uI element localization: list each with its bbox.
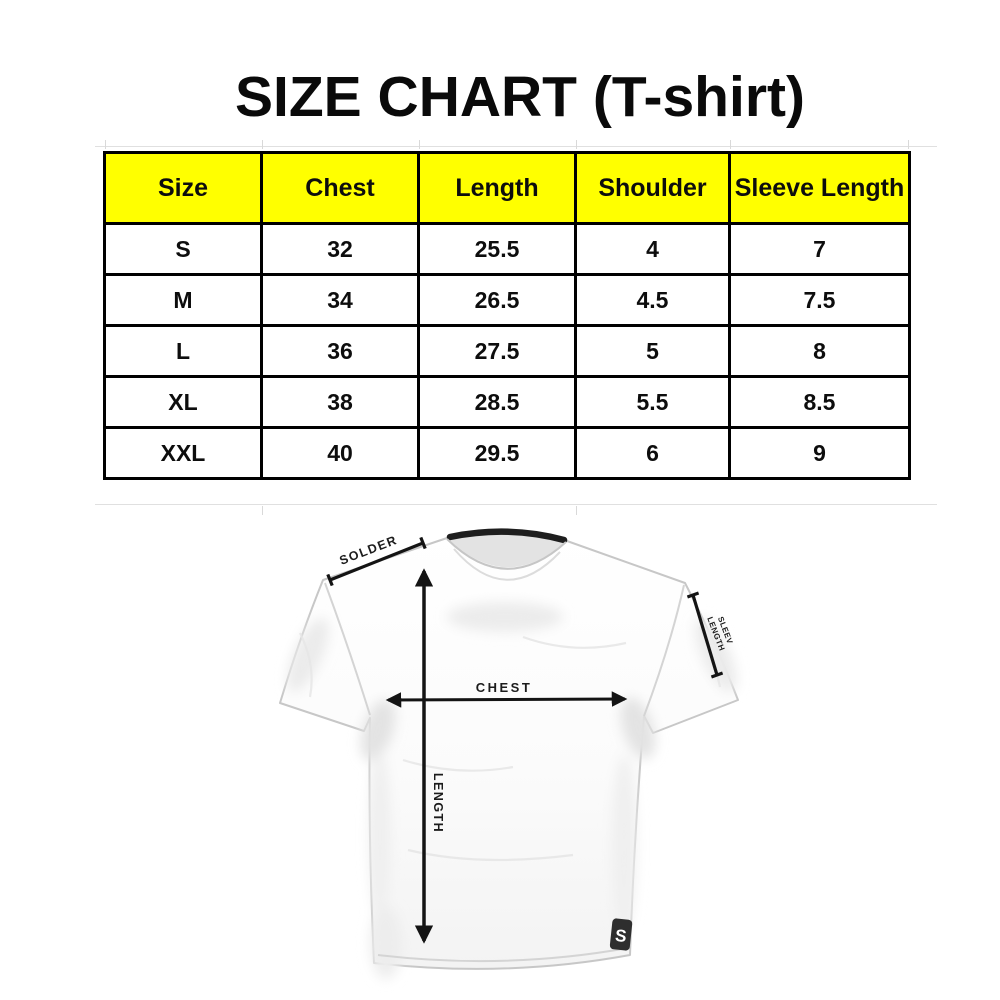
cell-size: M bbox=[103, 273, 263, 327]
cell-sleeve-length: 8 bbox=[728, 324, 911, 378]
page-title: SIZE CHART (T-shirt) bbox=[235, 65, 805, 129]
table-row: XXL 40 29.5 6 9 bbox=[103, 426, 911, 480]
cell-sleeve-length: 7.5 bbox=[728, 273, 911, 327]
collar-rib bbox=[453, 548, 561, 581]
cell-size: L bbox=[103, 324, 263, 378]
chest-label: CHEST bbox=[476, 680, 533, 695]
brand-tag: S bbox=[609, 918, 633, 951]
cell-shoulder: 5 bbox=[574, 324, 731, 378]
cell-length: 27.5 bbox=[417, 324, 577, 378]
cell-size: S bbox=[103, 222, 263, 276]
cell-shoulder: 4 bbox=[574, 222, 731, 276]
header-cell-shoulder: Shoulder bbox=[574, 151, 731, 225]
table-row: L 36 27.5 5 8 bbox=[103, 324, 911, 378]
gridline-horizontal-top bbox=[95, 146, 937, 147]
header-cell-length: Length bbox=[417, 151, 577, 225]
svg-text:LENGTH: LENGTH bbox=[431, 773, 445, 833]
measurement-annotations bbox=[326, 536, 724, 944]
header-cell-size: Size bbox=[103, 151, 263, 225]
cell-length: 29.5 bbox=[417, 426, 577, 480]
cell-chest: 40 bbox=[260, 426, 420, 480]
gridline-tick bbox=[262, 506, 263, 515]
chest-arrow bbox=[385, 691, 628, 708]
cell-chest: 38 bbox=[260, 375, 420, 429]
cell-sleeve-length: 9 bbox=[728, 426, 911, 480]
cell-chest: 36 bbox=[260, 324, 420, 378]
shoulder-dim-line bbox=[326, 536, 427, 587]
brand-logo: S bbox=[614, 926, 627, 946]
cell-shoulder: 6 bbox=[574, 426, 731, 480]
table-row: S 32 25.5 4 7 bbox=[103, 222, 911, 276]
neck-opening bbox=[447, 531, 567, 568]
tshirt-body bbox=[279, 529, 739, 970]
cell-sleeve-length: 8.5 bbox=[728, 375, 911, 429]
tshirt-seams bbox=[324, 582, 685, 963]
cell-size: XL bbox=[103, 375, 263, 429]
collar-band bbox=[446, 528, 568, 544]
tshirt-diagram: S SOLDER CHEST LENGTH bbox=[279, 528, 739, 979]
size-table: Size Chest Length Shoulder Sleeve Length… bbox=[103, 151, 911, 480]
cell-shoulder: 4.5 bbox=[574, 273, 731, 327]
cell-size: XXL bbox=[103, 426, 263, 480]
header-cell-chest: Chest bbox=[260, 151, 420, 225]
cell-length: 25.5 bbox=[417, 222, 577, 276]
gridline-tick bbox=[262, 140, 263, 149]
sleeve-dim-line bbox=[686, 591, 724, 679]
gridline-tick bbox=[908, 140, 909, 149]
table-row: M 34 26.5 4.5 7.5 bbox=[103, 273, 911, 327]
gridline-tick bbox=[730, 140, 731, 149]
gridline-tick bbox=[105, 140, 106, 149]
collar-seam bbox=[446, 538, 567, 570]
cell-shoulder: 5.5 bbox=[574, 375, 731, 429]
cell-length: 28.5 bbox=[417, 375, 577, 429]
cell-length: 26.5 bbox=[417, 273, 577, 327]
tshirt-graphic: S bbox=[279, 528, 739, 979]
table-row: XL 38 28.5 5.5 8.5 bbox=[103, 375, 911, 429]
cell-chest: 34 bbox=[260, 273, 420, 327]
cell-sleeve-length: 7 bbox=[728, 222, 911, 276]
length-label: LENGTH bbox=[431, 773, 445, 833]
gridline-tick bbox=[419, 140, 420, 149]
gridline-tick bbox=[576, 140, 577, 149]
table-header-row: Size Chest Length Shoulder Sleeve Length bbox=[103, 151, 911, 225]
cell-chest: 32 bbox=[260, 222, 420, 276]
gridline-tick bbox=[576, 506, 577, 515]
header-cell-sleeve-length: Sleeve Length bbox=[728, 151, 911, 225]
gridline-horizontal-bottom bbox=[95, 504, 937, 505]
